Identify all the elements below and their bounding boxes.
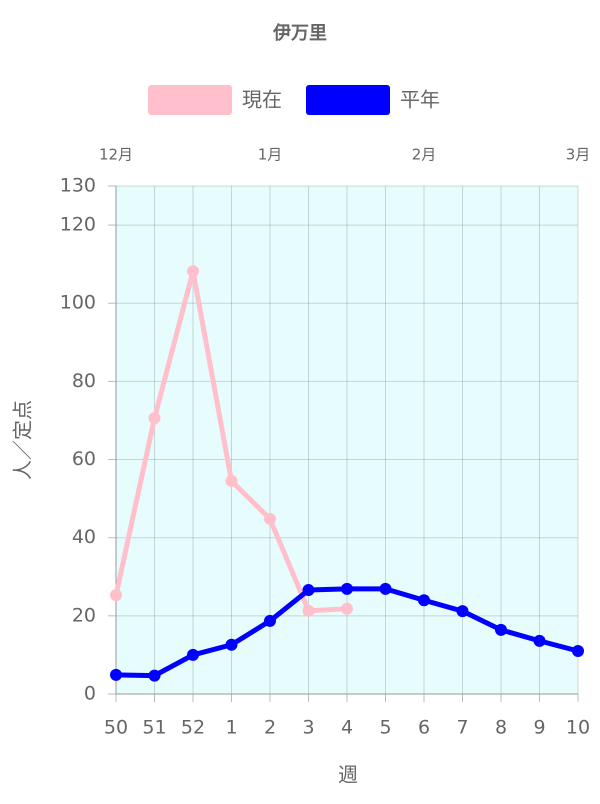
y-tick-label: 80 [72,370,96,392]
x-tick-label: 4 [341,717,353,739]
x-tick-label: 3 [302,717,314,739]
data-point [495,623,507,636]
data-point [341,582,353,595]
data-point [264,614,276,627]
x-tick-label: 6 [418,717,430,739]
x-tick-label: 7 [456,717,468,739]
x-tick-label: 10 [566,717,590,739]
data-point [379,582,392,595]
y-tick-label: 0 [84,683,96,705]
y-axis-label: 人／定点 [11,400,35,480]
data-point [341,602,353,615]
data-point [264,512,276,525]
data-point [302,584,315,597]
x-tick-label: 51 [142,717,166,739]
x2-tick-label: 3月 [566,146,591,164]
data-point [225,475,238,488]
legend-swatch [306,85,390,115]
legend-swatch [148,85,232,115]
data-point [148,412,161,425]
data-point [110,589,122,602]
x-axis-label: 週 [338,763,358,787]
y-tick-label: 20 [72,604,96,626]
x-tick-label: 9 [533,717,545,739]
data-point [418,594,430,607]
data-point [225,638,238,651]
y-tick-label: 40 [72,526,96,548]
x2-tick-label: 2月 [412,146,437,164]
data-point [533,634,546,647]
x-tick-label: 52 [181,717,205,739]
legend-label: 平年 [400,88,440,112]
x-tick-label: 2 [264,717,276,739]
data-point [110,668,122,681]
x-tick-label: 50 [104,717,128,739]
legend-label: 現在 [242,88,282,112]
x-tick-label: 1 [225,717,237,739]
x2-tick-label: 12月 [99,146,133,164]
y-tick-label: 60 [72,448,96,470]
data-point [572,645,584,658]
data-point [456,605,469,618]
data-point [187,648,199,661]
x2-tick-label: 1月 [258,146,283,164]
data-point [302,604,315,617]
y-tick-label: 120 [60,214,96,236]
chart-title: 伊万里 [272,22,327,44]
x-tick-label: 5 [379,717,391,739]
data-point [187,265,199,278]
y-tick-label: 130 [60,175,96,197]
data-point [148,669,161,682]
x-tick-label: 8 [495,717,507,739]
y-tick-label: 100 [60,292,96,314]
